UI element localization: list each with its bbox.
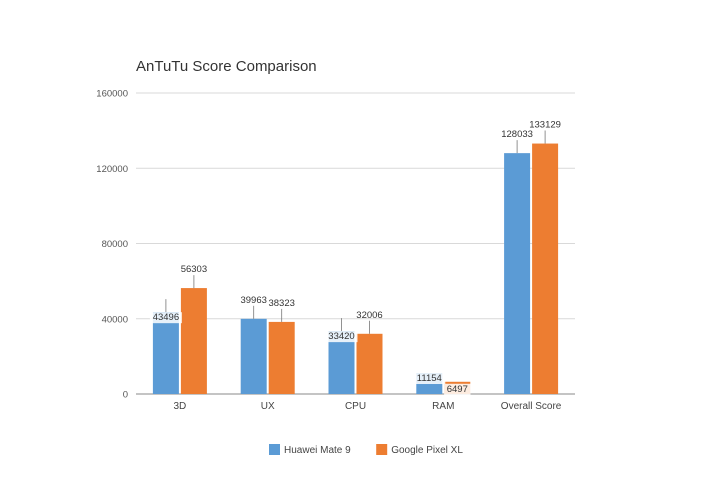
data-label: 128033: [501, 129, 533, 140]
bar: [180, 288, 207, 394]
legend-label: Google Pixel XL: [391, 445, 463, 456]
bar: [268, 321, 295, 394]
bar: [240, 318, 267, 394]
y-tick-label: 0: [123, 390, 128, 401]
data-label: 43496: [153, 312, 179, 323]
chart-title: AnTuTu Score Comparison: [136, 58, 317, 75]
y-tick-label: 40000: [102, 314, 128, 325]
legend-label: Huawei Mate 9: [284, 445, 351, 456]
bar: [152, 312, 179, 394]
x-tick-label: UX: [261, 401, 275, 412]
label-bg: [325, 331, 358, 343]
legend-swatch: [269, 444, 280, 455]
legend-swatch: [376, 444, 388, 455]
x-tick-label: CPU: [345, 401, 366, 412]
data-label: 39963: [240, 295, 266, 306]
bar: [532, 143, 559, 394]
data-label: 33420: [328, 331, 354, 342]
data-label: 11154: [417, 373, 442, 384]
gridlines: [136, 92, 575, 395]
data-label: 32006: [356, 310, 382, 321]
x-tick-label: Overall Score: [501, 401, 562, 412]
data-label: 38323: [268, 298, 294, 309]
label-bg: [413, 373, 446, 385]
y-tick-label: 80000: [102, 239, 128, 250]
y-axis: 0 40000 80000 120000 160000: [96, 89, 128, 401]
y-tick-label: 160000: [96, 89, 128, 100]
bar: [504, 153, 531, 394]
label-bg: [444, 383, 471, 395]
data-label: 133129: [529, 120, 561, 131]
legend: Huawei Mate 9 Google Pixel XL: [269, 444, 463, 456]
bar: [356, 333, 383, 394]
x-tick-label: 3D: [174, 401, 187, 412]
label-bg: [149, 312, 182, 324]
bars: [152, 143, 559, 394]
x-axis: 3D UX CPU RAM Overall Score: [174, 401, 562, 412]
y-tick-label: 120000: [96, 164, 128, 175]
data-label: 56303: [181, 264, 207, 275]
data-label: 6497: [447, 384, 468, 395]
x-tick-label: RAM: [432, 401, 454, 412]
